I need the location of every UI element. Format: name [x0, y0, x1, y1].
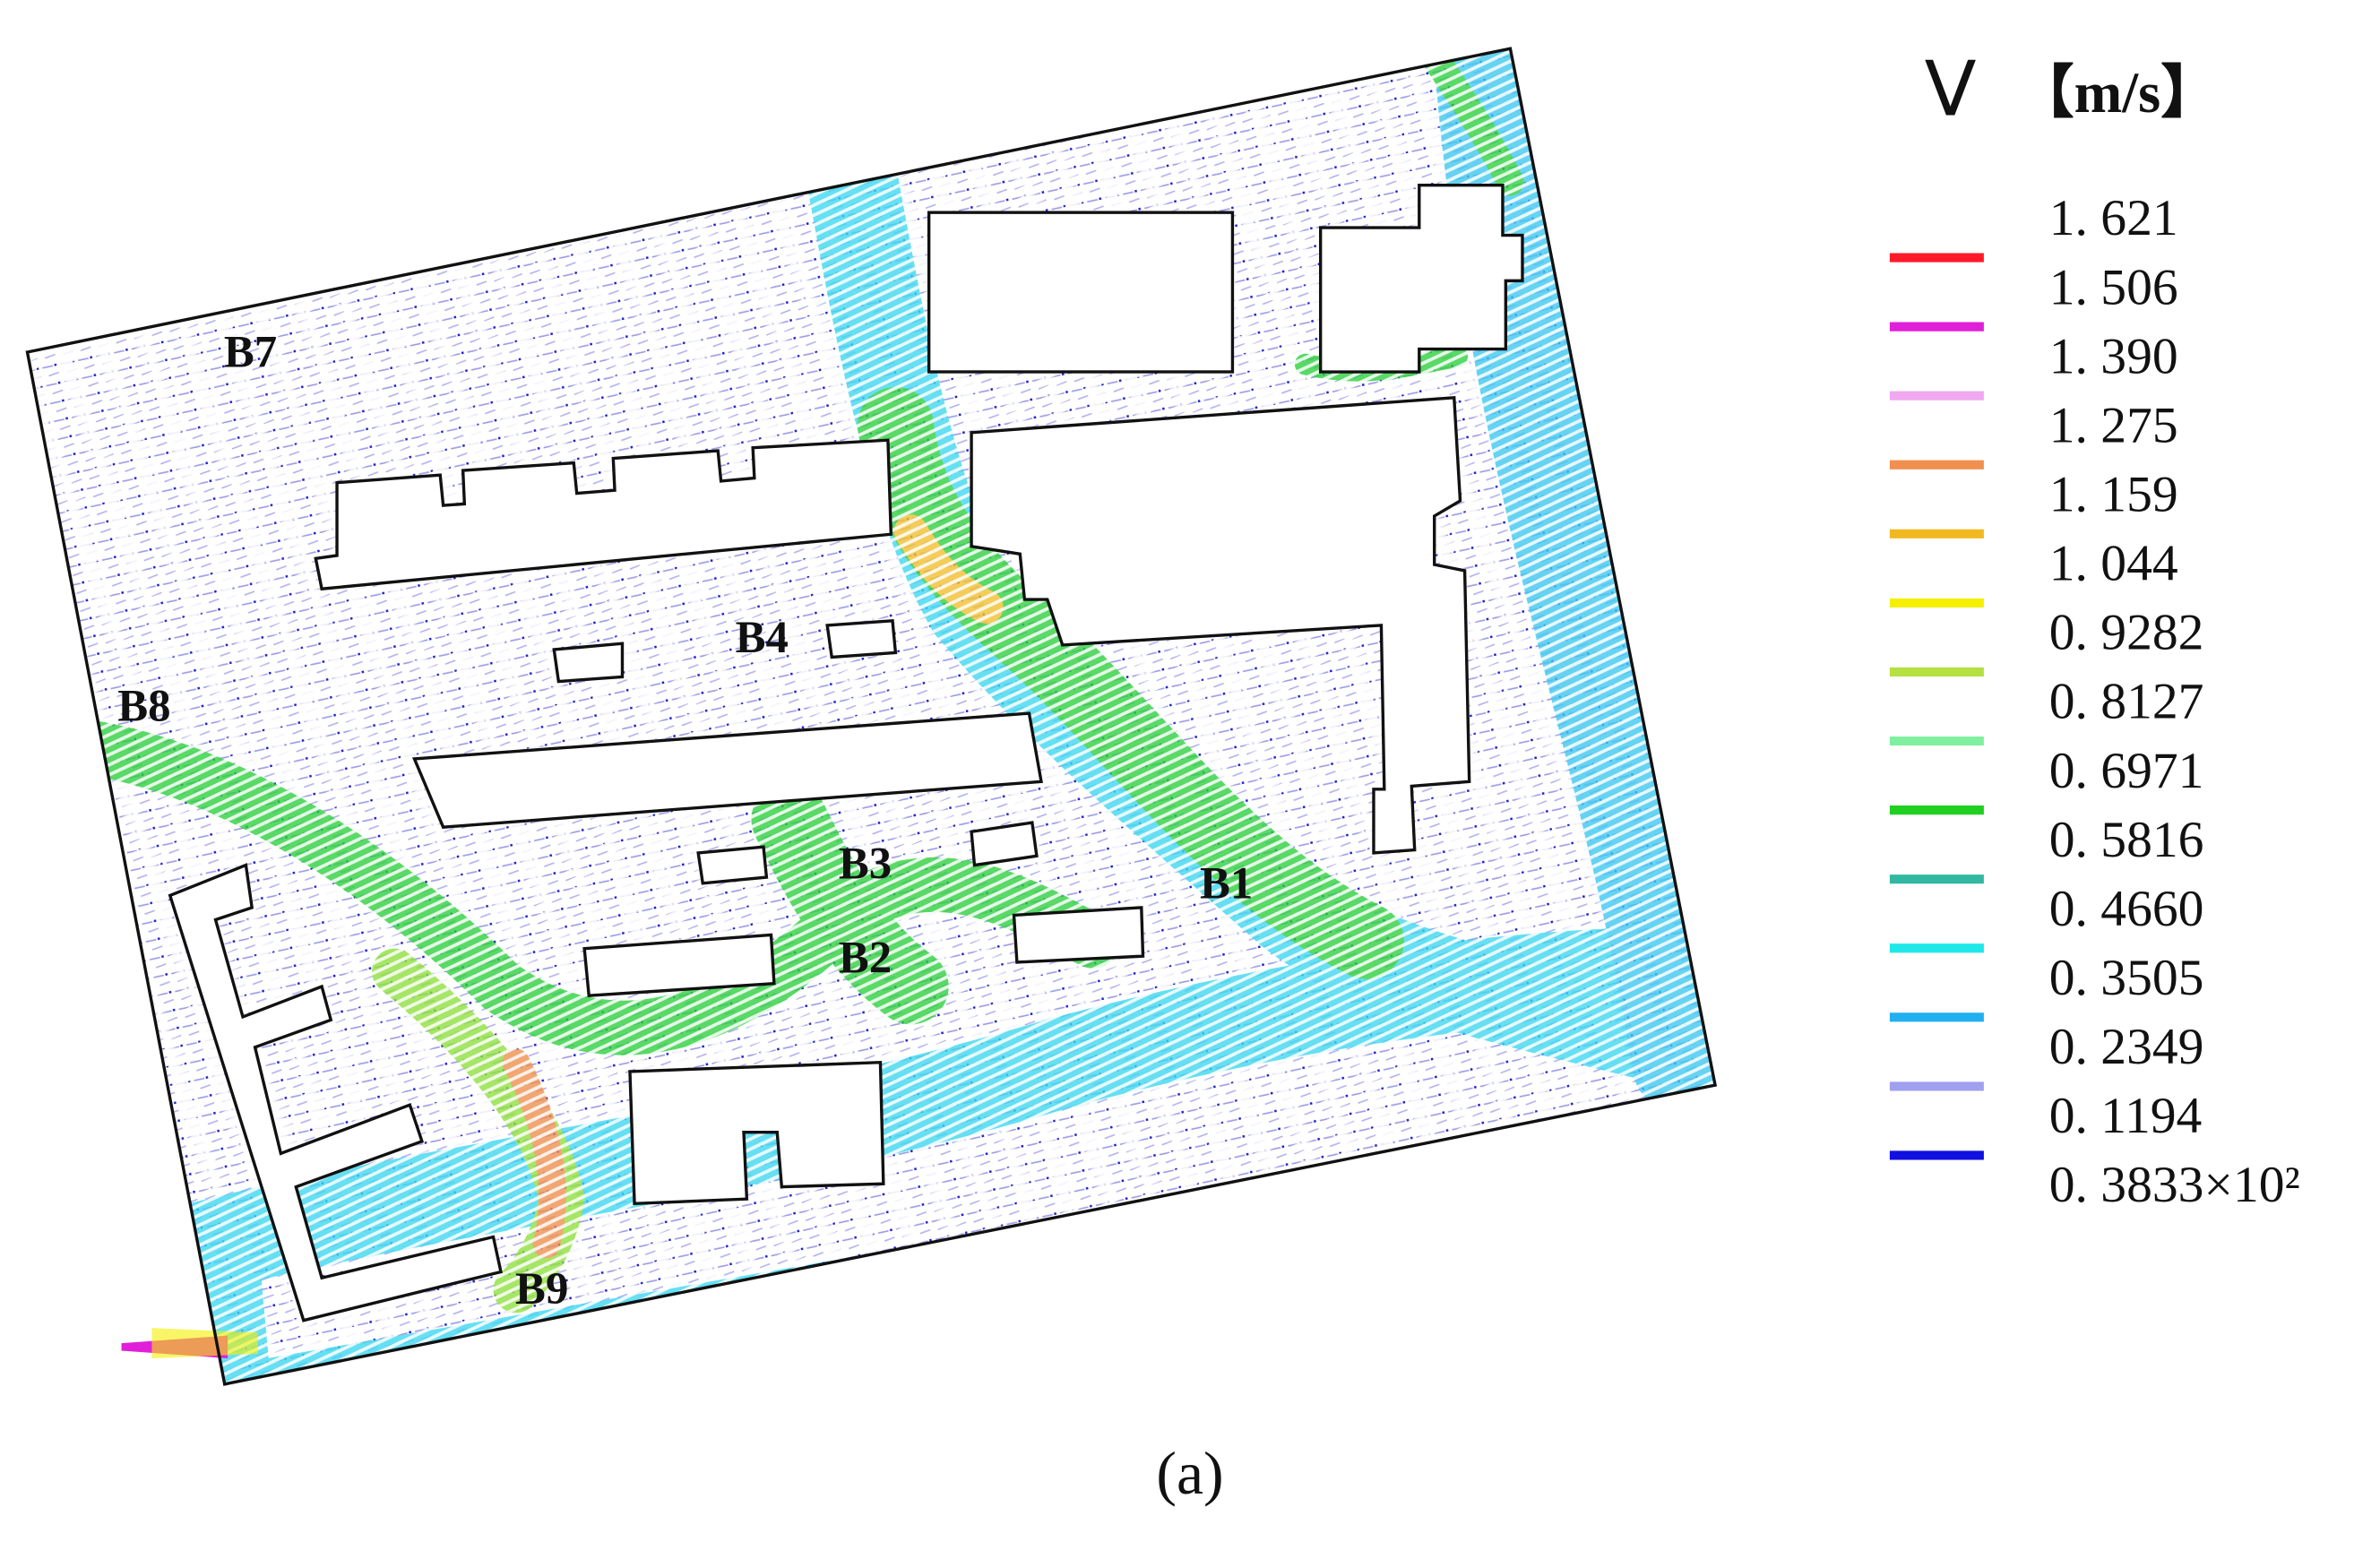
building-labels: B7 B4 B8 B3 B2 B1 B9	[117, 327, 1253, 1314]
building	[582, 933, 776, 997]
legend-level: 0. 2349	[2049, 1019, 2204, 1075]
domain-boundary	[25, 47, 1718, 1386]
building	[314, 438, 893, 591]
building-label: B1	[1200, 858, 1253, 909]
building-label: B7	[224, 327, 277, 377]
building	[411, 711, 1043, 829]
building	[1012, 906, 1145, 964]
legend-level: 1. 506	[2049, 259, 2178, 315]
vector-hatch	[27, 48, 1716, 1384]
building	[970, 821, 1039, 867]
buildings	[168, 183, 1524, 1322]
legend-level: 0. 3505	[2049, 950, 2204, 1006]
legend-level: 1. 159	[2049, 467, 2178, 523]
legend-level: 0. 1194	[2049, 1088, 2203, 1144]
building-label: B4	[736, 612, 789, 662]
building-label: B9	[515, 1263, 568, 1314]
building	[628, 1060, 885, 1206]
legend-title: V	[1925, 44, 1977, 133]
building	[552, 642, 625, 684]
building	[825, 619, 898, 659]
inlet-jet	[151, 1328, 258, 1359]
flow-field	[27, 48, 1716, 1384]
building	[970, 395, 1471, 855]
building-label: B3	[839, 839, 892, 889]
building-label: B8	[117, 680, 170, 730]
legend-unit: 【m/s】	[2016, 61, 2218, 125]
legend-level: 1. 621	[2049, 190, 2178, 246]
building	[696, 845, 769, 885]
legend-level: 1. 044	[2049, 536, 2178, 592]
legend-level: 1. 275	[2049, 397, 2178, 453]
legend-level: 0. 9282	[2049, 605, 2204, 661]
caption: (a)	[1156, 1440, 1223, 1507]
legend-level: 0. 3833×10²	[2049, 1157, 2300, 1213]
building	[927, 211, 1235, 374]
building	[1318, 183, 1524, 374]
legend: V 【m/s】 1. 621 1. 506 1. 390 1. 275 1. 159 1.…	[1889, 44, 2300, 1213]
building-label: B2	[839, 933, 892, 983]
legend-level: 0. 6971	[2049, 743, 2204, 799]
legend-level: 0. 4660	[2049, 881, 2204, 937]
legend-level: 0. 8127	[2049, 674, 2204, 730]
legend-level: 0. 5816	[2049, 812, 2204, 868]
building	[168, 863, 503, 1322]
legend-level: 1. 390	[2049, 328, 2178, 384]
